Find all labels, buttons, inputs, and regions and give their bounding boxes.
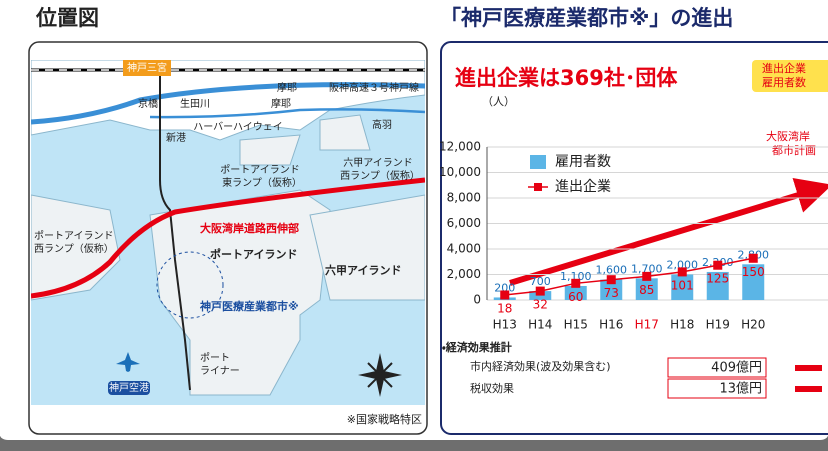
point-label: 125 [706, 272, 729, 286]
point [536, 287, 545, 296]
point-label: 101 [671, 278, 694, 292]
bar-label: 1,600 [596, 264, 628, 277]
legend-swatch [534, 183, 542, 191]
x-tick-label: H16 [599, 318, 623, 332]
footnote: ※国家戦略特区 [347, 412, 422, 426]
map-label: 高羽 [372, 118, 392, 131]
map-label: 新港 [166, 132, 186, 144]
map-label: 摩耶 [271, 98, 291, 110]
table-cell: 税収効果 [470, 381, 514, 395]
y-unit: （人） [482, 95, 515, 108]
point [571, 279, 580, 288]
y-tick-label: 12,000 [439, 140, 481, 154]
x-tick-label: H14 [528, 318, 552, 332]
badge-text: 雇用者数 [762, 76, 806, 89]
panel-title: 位置図 [35, 6, 99, 30]
x-tick-label: H15 [564, 318, 588, 332]
annotation: 都市計画 [772, 143, 816, 157]
map-label: 京橋 [138, 97, 158, 110]
point [713, 261, 722, 270]
map-label: ポートアイランド [34, 230, 114, 242]
map-label: 西ランプ（仮称） [340, 169, 420, 182]
x-tick-label: H18 [670, 318, 694, 332]
map-label: 西ランプ（仮称） [34, 242, 114, 255]
table-cell: 13億円 [719, 382, 762, 397]
map-label: ポートアイランド [210, 247, 297, 261]
map-label: 阪神高速３号神戸線 [329, 81, 419, 94]
point [642, 272, 651, 281]
y-tick-label: 0 [473, 293, 481, 307]
map-label: ポートアイランド [220, 164, 300, 176]
map-label: 生田川 [180, 97, 210, 110]
map-label: 六甲アイランド [343, 156, 413, 169]
map-label: 神戸三宮 [127, 61, 167, 74]
badge-text: 進出企業 [762, 61, 806, 75]
panel-title: 「神戸医療産業都市※」の進出 [440, 6, 733, 30]
y-tick-label: 6,000 [447, 216, 481, 230]
point-label: 60 [568, 290, 583, 304]
legend-swatch [530, 155, 546, 169]
table-cell: 409億円 [711, 361, 762, 376]
map-label: ハーバーハイウェイ [193, 121, 283, 133]
point-label: 18 [497, 301, 512, 315]
y-tick-label: 2,000 [447, 267, 481, 281]
point [500, 290, 509, 299]
map-label: ポート [200, 352, 230, 364]
map-label: 摩耶 [277, 82, 297, 94]
point-label: 32 [533, 298, 548, 312]
table-cell: 市内経済効果(波及効果含む) [470, 359, 611, 373]
point-label: 73 [604, 286, 619, 300]
x-tick-label: H13 [493, 318, 517, 332]
table-heading: ・経済効果推計 [442, 340, 512, 354]
x-tick-label: H17 [635, 318, 659, 332]
bar-label: 700 [530, 275, 551, 288]
y-tick-label: 4,000 [447, 242, 481, 256]
y-tick-label: 8,000 [447, 191, 481, 205]
point [749, 254, 758, 263]
point-label: 85 [639, 283, 654, 297]
page: 位置図 神戸三宮 京橋 生田川 摩耶 阪神高速３号神戸線 摩耶 新港 ハーバーハ… [0, 0, 828, 451]
point [678, 267, 687, 276]
point [607, 275, 616, 284]
annotation: 大阪湾岸 [766, 129, 810, 143]
map-label: 六甲アイランド [325, 263, 401, 277]
map-label: 東ランプ（仮称） [222, 176, 302, 189]
map-label: 神戸空港 [109, 381, 149, 394]
map-label: ライナー [200, 365, 240, 377]
x-tick-label: H19 [706, 318, 730, 332]
legend-label: 進出企業 [555, 179, 611, 195]
y-tick-label: 10,000 [439, 165, 481, 179]
map-label: 大阪湾岸道路西伸部 [200, 221, 299, 235]
point-label: 150 [742, 265, 765, 279]
chart-title: 進出企業は369社･団体 [455, 66, 678, 90]
x-tick-label: H20 [741, 318, 765, 332]
legend-label: 雇用者数 [555, 154, 611, 170]
map-label: 神戸医療産業都市※ [199, 299, 299, 313]
